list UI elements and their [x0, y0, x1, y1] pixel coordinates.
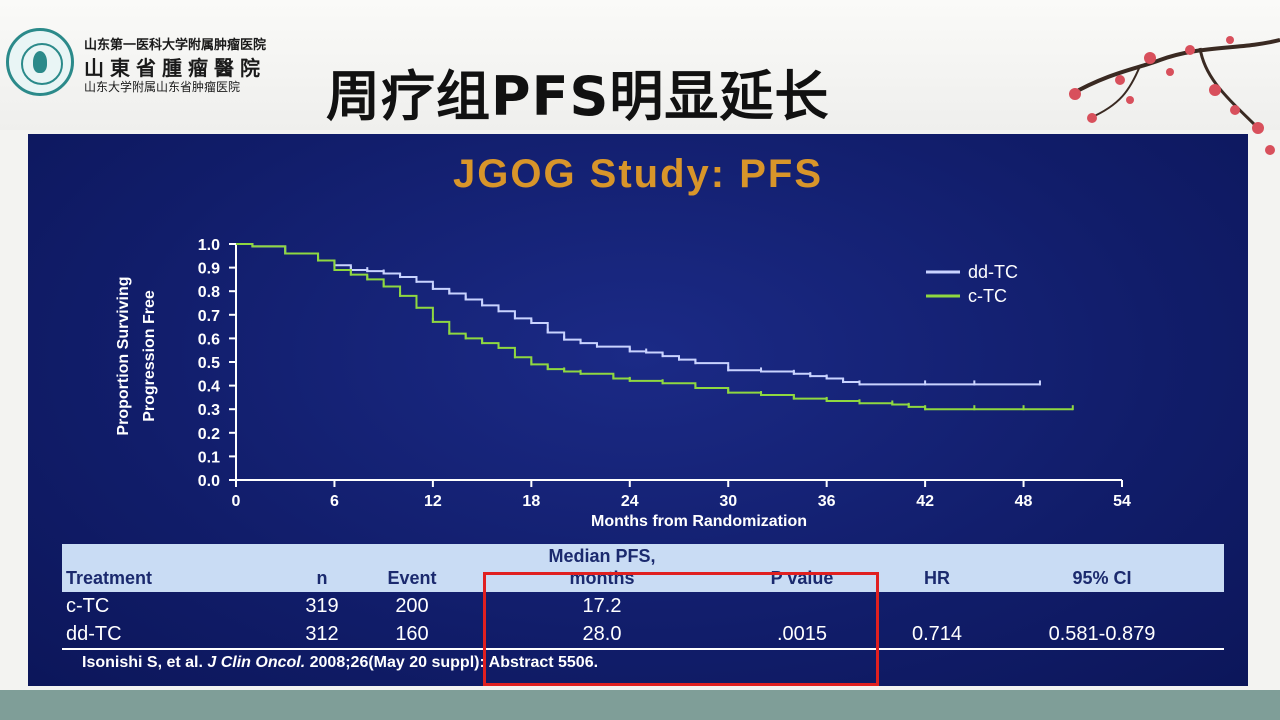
- header-median-pfs: Median PFS,: [548, 546, 656, 566]
- highlight-box: [483, 572, 879, 686]
- hospital-name-line2: 山東省腫瘤醫院: [84, 56, 266, 80]
- x-tick-label: 12: [424, 493, 442, 510]
- legend-label-c-tc: c-TC: [968, 286, 1007, 306]
- x-tick-label: 6: [330, 493, 339, 510]
- header-band: [0, 0, 1280, 130]
- pfs-chart: 0.0 0.1 0.2 0.3 0.4 0.5 0.6 0.7 0.8 0.9 1.0 0 6 12 18 2…: [115, 237, 1131, 530]
- y-tick-label: 0.8: [198, 284, 220, 301]
- table-row: c-TC 319 200 17.2: [62, 592, 1224, 620]
- y-tick-label: 1.0: [198, 237, 220, 254]
- slide-panel: JGOG Study: PFS 0.0 0.1 0.2 0.3 0.4 0.5 0.6 0.7…: [28, 134, 1248, 686]
- x-tick-label: 0: [232, 493, 241, 510]
- logo-flame: [33, 51, 47, 73]
- y-tick-label: 0.6: [198, 331, 220, 348]
- header-treatment: Treatment: [66, 568, 153, 588]
- citation-details: 2008;26(May 20 suppl): Abstract 5506.: [309, 654, 599, 671]
- y-tick-label: 0.3: [198, 402, 220, 419]
- y-tick-label: 0.5: [198, 355, 220, 372]
- row2-ci: 0.581-0.879: [1048, 623, 1156, 645]
- y-tick-label: 0.9: [198, 261, 220, 278]
- y-axis-label-line1: Proportion Surviving: [115, 276, 132, 435]
- table-row: dd-TC 312 160 28.0 .0015 0.714 0.581-0.8…: [62, 620, 1224, 648]
- row2-treatment: dd-TC: [66, 623, 122, 645]
- table-divider: [62, 648, 1224, 650]
- hospital-logo-icon: [6, 28, 74, 96]
- row2-median: 28.0: [582, 623, 622, 645]
- x-axis-label: Months from Randomization: [591, 513, 807, 530]
- row1-treatment: c-TC: [66, 595, 110, 617]
- x-tick-label: 30: [719, 493, 737, 510]
- footer-band: [0, 690, 1280, 720]
- slide-title: JGOG Study: PFS: [452, 152, 824, 196]
- page-title: 周疗组PFS明显延长: [326, 65, 830, 128]
- header-hr: HR: [924, 568, 950, 588]
- hospital-name-line3: 山东大学附属山东省肿瘤医院: [84, 80, 241, 94]
- citation-journal: J Clin Oncol.: [207, 654, 306, 671]
- results-table: Treatment n Event Median PFS, months P v…: [62, 544, 1224, 648]
- row2-event: 160: [395, 623, 429, 645]
- x-tick-label: 54: [1113, 493, 1131, 510]
- y-axis-label-line2: Progression Free: [141, 290, 158, 422]
- y-tick-label: 0.4: [198, 379, 220, 396]
- logo-ring: [21, 43, 63, 85]
- y-tick-label: 0.7: [198, 308, 220, 325]
- hospital-name-line1: 山东第一医科大学附属肿瘤医院: [84, 38, 267, 53]
- y-tick-label: 0.2: [198, 426, 220, 443]
- citation: Isonishi S, et al. J Clin Oncol. 2008;26…: [82, 654, 598, 672]
- row2-n: 312: [305, 623, 339, 645]
- header-ci: 95% CI: [1072, 568, 1132, 588]
- row2-hr: 0.714: [911, 623, 963, 645]
- y-tick-label: 0.1: [198, 449, 220, 466]
- row1-event: 200: [395, 595, 429, 617]
- row1-median: 17.2: [582, 595, 622, 617]
- x-tick-label: 36: [818, 493, 836, 510]
- row2-p-value: .0015: [776, 623, 828, 645]
- legend-label-dd-tc: dd-TC: [968, 262, 1018, 282]
- header-event: Event: [387, 568, 437, 588]
- row1-n: 319: [305, 595, 339, 617]
- x-tick-label: 48: [1015, 493, 1033, 510]
- series-line-dd-tc: [236, 243, 1040, 386]
- x-tick-label: 42: [916, 493, 934, 510]
- y-tick-label: 0.0: [198, 473, 220, 490]
- x-tick-label: 18: [522, 493, 540, 510]
- citation-authors: Isonishi S, et al.: [82, 654, 203, 671]
- series-line-c-tc: [236, 243, 1073, 411]
- header-n: n: [316, 568, 328, 588]
- x-tick-label: 24: [621, 493, 639, 510]
- table-header: Treatment n Event Median PFS, months P v…: [62, 544, 1224, 592]
- plum-blossom-decoration-icon: [1069, 36, 1280, 155]
